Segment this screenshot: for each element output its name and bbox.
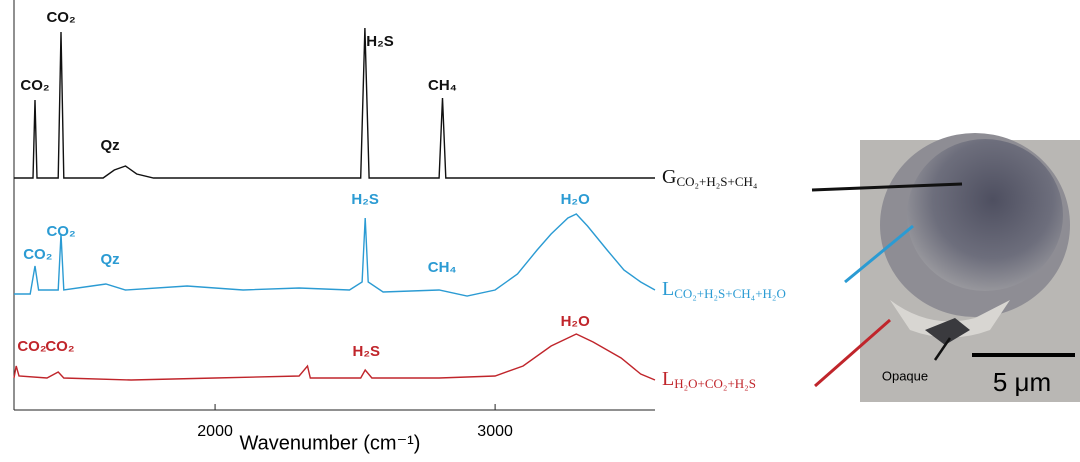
peak-label: CO₂: [20, 77, 49, 94]
legend-subscript: CO₂+H₂S+CH₄: [676, 174, 757, 189]
connector: [811, 182, 963, 192]
peak-label: H₂S: [351, 191, 379, 208]
opaque-label: Opaque: [882, 368, 928, 383]
x-axis-label: Wavenumber (cm⁻¹): [240, 432, 421, 454]
scale-bar-label: 5 μm: [993, 367, 1051, 397]
peak-label: H₂S: [353, 343, 381, 360]
inclusion-bubble: [907, 139, 1063, 291]
connector: [844, 224, 914, 284]
peak-label: CO₂: [46, 223, 75, 240]
legend-subscript: CO₂+H₂S+CH₄+H₂O: [674, 286, 786, 301]
connector: [814, 318, 891, 388]
peak-label: H₂S: [366, 33, 394, 50]
peak-label: CO₂: [46, 9, 75, 26]
peak-label: CH₄: [428, 77, 457, 94]
peak-label: H₂O: [561, 313, 590, 330]
x-tick-label: 2000: [197, 423, 233, 440]
peak-label: Qz: [100, 137, 119, 154]
peak-label: CO₂: [45, 338, 74, 355]
spectrum: [13, 333, 656, 381]
legend-name: L: [662, 278, 674, 300]
liquid-region: [890, 300, 1010, 338]
spectrum: [14, 27, 655, 179]
opaque-mineral: [925, 318, 970, 345]
legend-entry: GCO₂+H₂S+CH₄: [662, 166, 758, 189]
legend-name: L: [662, 368, 674, 390]
pointer: [933, 337, 952, 361]
legend-entry: LCO₂+H₂S+CH₄+H₂O: [662, 278, 786, 301]
legend-entry: LH₂O+CO₂+H₂S: [662, 368, 756, 391]
peak-label: CO₂: [23, 246, 52, 263]
micrograph: 5 μm Opaque: [860, 133, 1080, 402]
peak-label: CO₂: [17, 338, 46, 355]
x-tick-label: 3000: [477, 423, 513, 440]
peak-label: Qz: [100, 251, 119, 268]
peak-label: H₂O: [561, 191, 590, 208]
spectrum: [14, 213, 656, 297]
legend-name: G: [662, 166, 676, 188]
peak-label: CH₄: [428, 259, 457, 276]
legend-subscript: H₂O+CO₂+H₂S: [674, 376, 756, 391]
